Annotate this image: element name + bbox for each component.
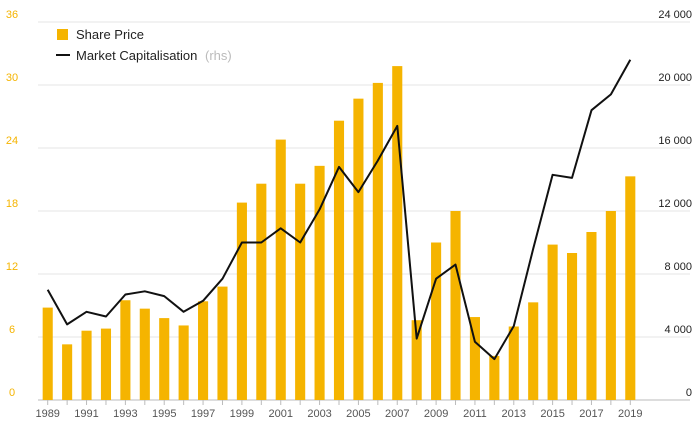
left-tick-label: 18	[6, 198, 18, 210]
share-price-bar	[275, 139, 286, 400]
x-tick-label: 1991	[74, 408, 98, 420]
share-price-bar	[42, 307, 53, 400]
x-tick-label: 2001	[268, 408, 292, 420]
x-tick-label: 2003	[307, 408, 331, 420]
share-price-bars	[42, 66, 636, 401]
right-tick-label: 4 000	[664, 324, 692, 336]
svg-text:Market Capitalisation (r: Market Capitalisation (rhs)	[76, 48, 232, 63]
share-price-bar	[450, 211, 461, 400]
x-tick-label: 2005	[346, 408, 370, 420]
share-price-bar	[159, 318, 170, 400]
x-tick-label: 2019	[618, 408, 642, 420]
right-tick-label: 8 000	[664, 261, 692, 273]
share-price-bar	[217, 286, 228, 400]
share-price-bar	[469, 317, 480, 400]
left-tick-label: 24	[6, 135, 18, 147]
share-price-bar	[178, 325, 189, 400]
share-price-bar	[508, 326, 519, 400]
share-price-bar	[392, 66, 403, 400]
x-tick-label: 2007	[385, 408, 409, 420]
share-price-bar	[431, 242, 442, 400]
share-price-bar	[236, 202, 247, 400]
market-cap-line	[46, 59, 632, 361]
share-price-bar	[353, 98, 364, 401]
x-tick-label: 2009	[424, 408, 448, 420]
x-tick-label: 1995	[152, 408, 176, 420]
share-price-bar	[605, 211, 616, 400]
x-tick-label: 2017	[579, 408, 603, 420]
share-price-bar	[198, 301, 209, 400]
x-tick-label: 1997	[191, 408, 215, 420]
right-tick-label: 0	[686, 387, 692, 399]
x-tick-label: 1989	[35, 408, 59, 420]
right-tick-label: 12 000	[658, 198, 692, 210]
share-price-bar	[139, 308, 150, 400]
x-tick-label: 2011	[463, 408, 487, 420]
share-price-bar	[372, 82, 383, 401]
share-price-bar	[295, 183, 306, 400]
share-price-bar	[411, 320, 422, 400]
x-tick-label: 2015	[540, 408, 564, 420]
share-price-bar	[625, 176, 636, 400]
right-axis: 0 4 000 8 000 12 000 16 000 20 000 24 000	[658, 9, 692, 399]
right-tick-label: 16 000	[658, 135, 692, 147]
left-tick-label: 0	[9, 387, 15, 399]
legend-label-market-cap: Market Capitalisation	[76, 48, 197, 63]
legend-label-rhs-suffix: (rhs)	[205, 48, 232, 63]
share-price-bar	[256, 183, 267, 400]
share-price-bar	[547, 244, 558, 400]
right-tick-label: 24 000	[658, 9, 692, 21]
left-tick-label: 36	[6, 9, 18, 21]
x-axis: 1989 1991 1993 1995 1997 1999 2001 2003 2005 2007…	[35, 400, 643, 420]
market-cap-line-layer	[46, 59, 632, 361]
share-price-bar	[314, 165, 325, 400]
legend-label-share-price: Share Price	[76, 27, 144, 42]
right-tick-label: 20 000	[658, 72, 692, 84]
left-tick-label: 30	[6, 72, 18, 84]
legend: Share Price Market Capitalisation (rhs)	[56, 27, 232, 63]
legend-swatch-share-price	[57, 29, 68, 40]
share-price-bar	[333, 120, 345, 400]
share-price-bar	[489, 355, 500, 400]
x-tick-label: 1999	[230, 408, 254, 420]
x-tick-label: 2013	[502, 408, 526, 420]
x-tick-label: 1993	[113, 408, 137, 420]
share-price-bar	[62, 344, 73, 400]
left-axis: 0 6 12 18 24 30 36	[6, 9, 18, 399]
left-tick-label: 6	[9, 324, 15, 336]
share-price-bar	[566, 253, 578, 400]
share-price-bar	[120, 300, 131, 400]
share-price-bar	[100, 328, 112, 400]
share-price-bar	[528, 302, 539, 400]
share-price-bar	[586, 232, 597, 400]
left-tick-label: 12	[6, 261, 18, 273]
share-price-bar	[81, 330, 92, 400]
